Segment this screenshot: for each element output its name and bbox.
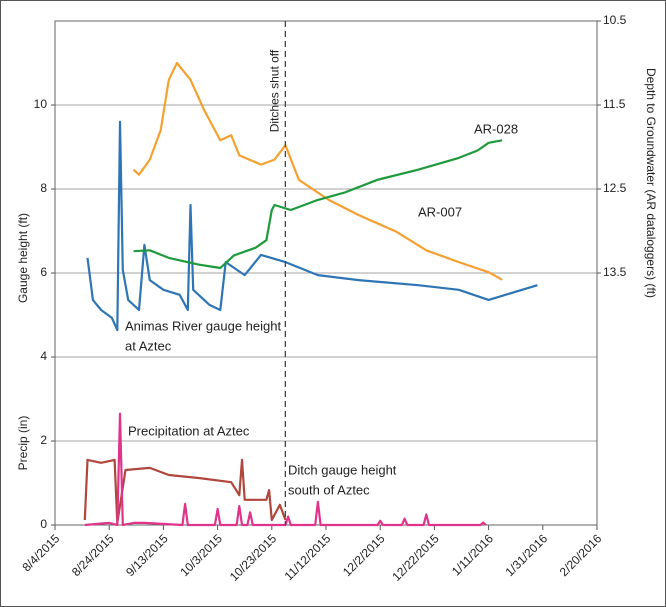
series-line [84,412,487,527]
y-tick-label: 4 [40,349,47,363]
annotation: AR-028 [474,121,518,136]
annotation: Animas River gauge height [125,318,281,333]
series-line [133,139,503,270]
annotation: Ditch gauge height [288,462,397,477]
y-tick-label: 6 [40,265,47,279]
event-label: Ditches shut off [268,49,282,132]
y2-tick-label: 11.5 [603,97,626,111]
annotation: south of Aztec [288,482,370,497]
y-axis-label: Gauge height (ft) [16,213,30,303]
annotation: AR-007 [418,204,462,219]
y-tick-label: 2 [40,433,47,447]
y-tick-label: 0 [40,517,47,531]
annotation: at Aztec [125,338,172,353]
series-line [83,458,287,524]
series-line [86,120,538,332]
y2-axis-label: Depth to Groundwater (AR dataloggers) (f… [644,68,658,298]
y2-tick-label: 13.5 [603,265,627,279]
y-axis-label-lower: Precip (in) [16,416,30,471]
y-tick-label: 8 [40,181,47,195]
y-tick-label: 10 [34,97,48,111]
y2-tick-label: 10.5 [603,13,627,27]
series-line [132,61,503,281]
y2-tick-label: 12.5 [603,181,627,195]
annotation: Precipitation at Aztec [128,423,250,438]
